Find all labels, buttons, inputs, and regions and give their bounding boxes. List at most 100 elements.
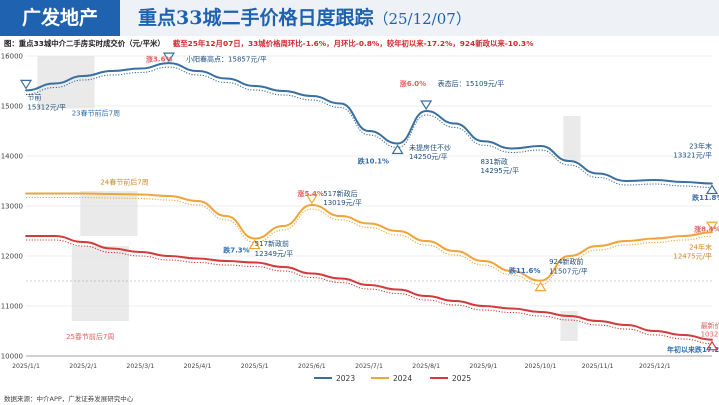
annotation-label: 11507元/平: [549, 268, 588, 276]
data-source: 数据来源：中介APP，广发证券发展研究中心: [4, 395, 134, 403]
page-title: 重点33城二手价格日度跟踪（25/12/07）: [138, 4, 471, 33]
marker-2023: [420, 100, 433, 111]
data-point-2024: [396, 230, 399, 232]
data-point-2023: [625, 180, 628, 182]
x-tick-label: 2025/4/1: [184, 363, 212, 370]
data-point-2024: [368, 222, 370, 225]
data-point-2023: [25, 89, 27, 92]
legend-label-2024: 2024: [393, 374, 412, 383]
data-point-2024: [225, 215, 227, 217]
annotation-label: 14295元/平: [480, 167, 519, 175]
shade-region: [563, 116, 581, 161]
data-point-2025: [453, 300, 456, 302]
data-point-2025: [625, 324, 628, 326]
data-point-2025: [482, 305, 485, 307]
annotation-label: 14250元/平: [409, 153, 448, 161]
data-point-2024: [139, 193, 142, 196]
data-point-2023: [139, 67, 142, 70]
annotations: 节前 15312元/平 23春节前后7周 涨3.6% 小阳春高点：15857元/平跌10…: [27, 55, 719, 355]
data-point-2024: [511, 270, 513, 272]
data-point-2025: [139, 251, 142, 253]
holiday-shade-regions: [37, 56, 581, 341]
x-tick-label: 2025/12/1: [639, 363, 671, 370]
data-point-2025: [568, 315, 570, 317]
data-point-2023: [253, 85, 256, 87]
x-tick-label: 2025/9/1: [469, 363, 497, 370]
data-point-2025: [653, 330, 656, 332]
data-point-2025: [339, 277, 342, 280]
annotation-label: 10326元/平: [701, 331, 719, 339]
marker-2024: [305, 194, 318, 205]
data-point-2023: [539, 145, 542, 147]
data-point-2025: [53, 235, 56, 237]
x-tick-label: 2025/11/1: [582, 363, 614, 370]
data-point-2023: [596, 172, 599, 175]
data-point-2024: [539, 279, 542, 282]
data-point-2025: [225, 260, 227, 262]
annotation-label: 小阳春高点：15857元/平: [186, 55, 267, 64]
y-tick-label: 13000: [1, 203, 23, 211]
data-point-2025: [253, 261, 256, 264]
legend-label-2023: 2023: [336, 374, 355, 383]
annotation-label: 23春节前后7周: [72, 109, 120, 118]
y-tick-label: 14000: [1, 153, 23, 161]
header-bar: 广发地产 重点33城二手价格日度跟踪（25/12/07）: [0, 0, 719, 36]
chart-note: 截至25年12月07日，33城价格周环比-1.6%，月环比-0.8%，较年初以来…: [172, 39, 534, 48]
y-tick-label: 16000: [1, 53, 23, 61]
annotation-label: 未提房住不炒: [409, 143, 451, 152]
series-2024-dotted: [25, 196, 713, 286]
data-point-2023: [425, 110, 428, 112]
y-axis: 10000 11000 12000 13000 14000 15000 16000: [1, 53, 23, 361]
x-tick-label: 2025/5/1: [241, 363, 269, 370]
data-point-2025: [310, 272, 313, 275]
line-chart: 10000 11000 12000 13000 14000 15000 16000 2025…: [1, 53, 719, 384]
data-point-2023: [310, 95, 313, 97]
data-point-2024: [339, 215, 342, 217]
data-point-2023: [482, 140, 485, 143]
data-point-2023: [368, 130, 370, 132]
annotation-label: 12349元/平: [255, 250, 294, 258]
chart-caption: 图：重点33城中介二手房实时成交价（元/平米）: [4, 39, 165, 48]
data-point-2024: [196, 200, 199, 202]
x-tick-label: 2025/1/1: [12, 363, 40, 370]
chart-subtitle: 图：重点33城中介二手房实时成交价（元/平米） 截至25年12月07日，33城价格…: [4, 38, 533, 49]
y-tick-label: 12000: [1, 253, 23, 261]
data-point-2025: [425, 295, 428, 297]
x-tick-label: 2025/6/1: [298, 363, 326, 370]
data-point-2023: [168, 62, 170, 65]
data-point-2024: [53, 192, 56, 195]
shade-region: [80, 191, 138, 236]
data-point-2023: [282, 90, 285, 92]
data-point-2024: [310, 204, 313, 206]
annotation-label: 924新政前: [549, 257, 583, 266]
annotation-label: 25春节前后7周: [66, 332, 114, 341]
data-point-2024: [653, 237, 656, 240]
y-tick-label: 10000: [1, 353, 23, 361]
data-point-2024: [482, 260, 485, 262]
data-point-2024: [168, 195, 170, 197]
annotation-label: 13019元/平: [323, 199, 362, 207]
title-date: （25/12/07）: [373, 10, 471, 28]
series-2023-dotted: [25, 66, 713, 189]
data-point-2023: [568, 160, 570, 162]
annotation-label: 涨3.6%: [146, 55, 172, 64]
marker-2024: [534, 281, 547, 292]
legend: 2023 2024 2025: [314, 374, 471, 383]
shade-region: [37, 56, 95, 109]
marker-2024: [705, 221, 719, 232]
data-point-2023: [196, 70, 199, 72]
x-tick-label: 2025/3/1: [126, 363, 154, 370]
legend-label-2025: 2025: [452, 374, 471, 383]
marker-2023: [705, 184, 719, 195]
annotation-label: 年初以来跌17.2%: [667, 345, 719, 354]
shade-region: [71, 246, 129, 321]
data-point-2025: [396, 288, 399, 291]
annotation-label: 跌11.6%: [509, 266, 540, 275]
series-lines: [25, 62, 713, 345]
annotation-label: 23年末: [689, 142, 712, 151]
data-point-2023: [711, 182, 713, 185]
brand-label: 广发地产: [0, 0, 120, 36]
annotation-label: 涨5.4%: [298, 189, 324, 198]
data-point-2024: [453, 250, 456, 252]
data-point-2024: [82, 192, 85, 195]
